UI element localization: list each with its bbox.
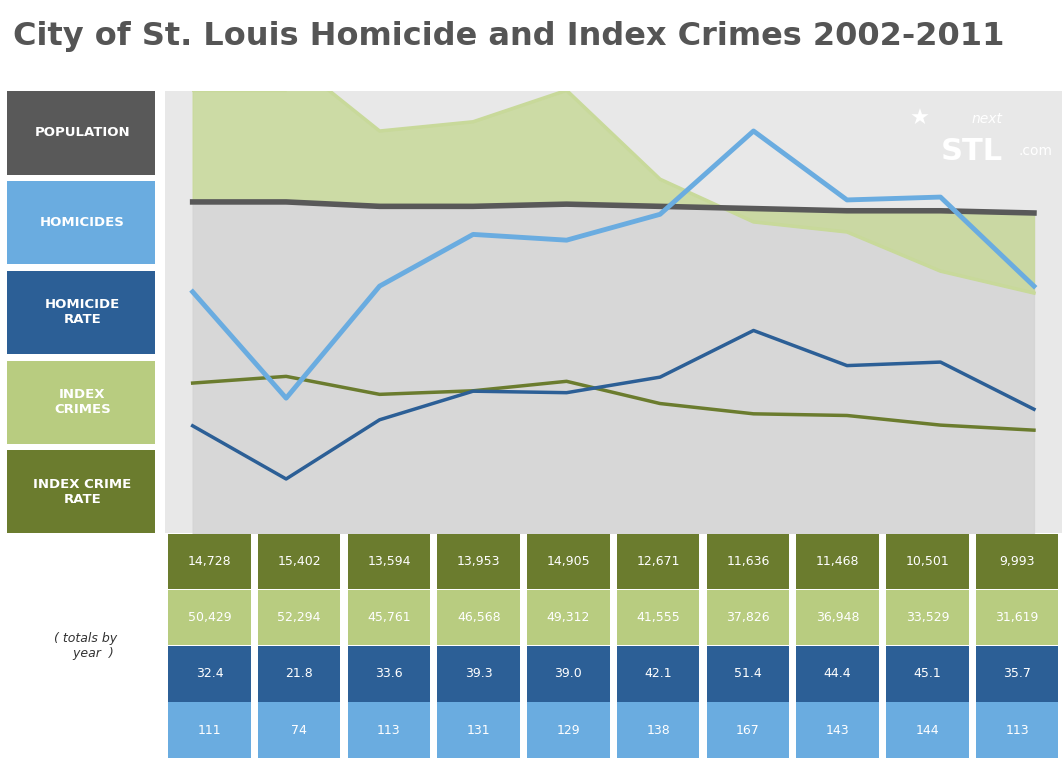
Text: 111: 111 [198, 724, 221, 737]
Text: INDEX
CRIMES: INDEX CRIMES [54, 388, 110, 416]
Bar [706, 646, 789, 702]
Bar [976, 534, 1059, 589]
Text: HOMICIDES: HOMICIDES [40, 216, 124, 229]
Bar [976, 703, 1059, 757]
Bar [6, 271, 155, 354]
Bar [258, 590, 341, 645]
Text: 49,312: 49,312 [547, 611, 590, 624]
Text: next: next [971, 112, 1003, 126]
Text: 46,568: 46,568 [457, 611, 500, 624]
Bar [617, 703, 700, 757]
Bar [617, 534, 700, 589]
Bar [527, 703, 610, 757]
Text: 13,953: 13,953 [457, 555, 500, 568]
Text: 45.1: 45.1 [913, 668, 941, 680]
Text: 129: 129 [556, 724, 580, 737]
Text: 32.4: 32.4 [195, 668, 223, 680]
Bar [796, 703, 879, 757]
Bar [617, 646, 700, 702]
Text: 52,294: 52,294 [277, 611, 321, 624]
Text: 21.8: 21.8 [286, 668, 313, 680]
Text: 144: 144 [915, 724, 939, 737]
Text: 37,826: 37,826 [726, 611, 770, 624]
Text: 44.4: 44.4 [824, 668, 852, 680]
Text: INDEX CRIME
RATE: INDEX CRIME RATE [33, 478, 132, 506]
Bar [796, 590, 879, 645]
Bar [258, 703, 341, 757]
Bar [6, 360, 155, 443]
Text: HOMICIDE
RATE: HOMICIDE RATE [45, 299, 120, 326]
Bar [438, 646, 520, 702]
Text: 138: 138 [647, 724, 670, 737]
Text: 36,948: 36,948 [816, 611, 859, 624]
Text: 13,594: 13,594 [367, 555, 411, 568]
Text: .com: .com [1018, 144, 1052, 158]
Text: 14,905: 14,905 [547, 555, 590, 568]
Text: 31,619: 31,619 [995, 611, 1039, 624]
Text: ( totals by
    year  ): ( totals by year ) [54, 632, 117, 660]
Text: 14,728: 14,728 [188, 555, 232, 568]
Bar [796, 534, 879, 589]
Text: 42.1: 42.1 [645, 668, 672, 680]
Bar [976, 590, 1059, 645]
Bar [258, 534, 341, 589]
Text: 12,671: 12,671 [636, 555, 680, 568]
Bar [617, 590, 700, 645]
Bar [347, 590, 430, 645]
Bar [886, 703, 969, 757]
Text: 33.6: 33.6 [375, 668, 402, 680]
Text: 33,529: 33,529 [906, 611, 949, 624]
Bar [347, 534, 430, 589]
Bar [6, 91, 155, 174]
Bar [6, 181, 155, 264]
Bar [976, 646, 1059, 702]
Bar [886, 534, 969, 589]
Bar [438, 534, 520, 589]
Bar [438, 590, 520, 645]
Bar [706, 703, 789, 757]
Text: 15,402: 15,402 [277, 555, 321, 568]
Text: 50,429: 50,429 [188, 611, 232, 624]
Text: 167: 167 [736, 724, 759, 737]
Text: City of St. Louis Homicide and Index Crimes 2002-2011: City of St. Louis Homicide and Index Cri… [13, 21, 1005, 52]
Bar [168, 703, 251, 757]
Bar [527, 534, 610, 589]
Text: 11,636: 11,636 [726, 555, 770, 568]
Bar [438, 703, 520, 757]
Text: 45,761: 45,761 [367, 611, 411, 624]
Text: 39.3: 39.3 [465, 668, 493, 680]
Bar [706, 534, 789, 589]
Text: 51.4: 51.4 [734, 668, 761, 680]
Bar [168, 646, 251, 702]
Bar [168, 534, 251, 589]
Text: 39.0: 39.0 [554, 668, 582, 680]
Text: 131: 131 [467, 724, 491, 737]
Bar [796, 646, 879, 702]
Bar [886, 646, 969, 702]
Text: 9,993: 9,993 [999, 555, 1034, 568]
Bar [706, 590, 789, 645]
Text: 113: 113 [1006, 724, 1029, 737]
Text: 143: 143 [826, 724, 850, 737]
Text: 35.7: 35.7 [1004, 668, 1031, 680]
Bar [527, 646, 610, 702]
Text: STL: STL [941, 136, 1003, 165]
Text: 41,555: 41,555 [636, 611, 680, 624]
Text: 11,468: 11,468 [816, 555, 859, 568]
Bar [168, 590, 251, 645]
Text: 74: 74 [291, 724, 307, 737]
Text: ★: ★ [910, 109, 929, 130]
Text: POPULATION: POPULATION [34, 126, 131, 139]
Bar [347, 646, 430, 702]
Text: 113: 113 [377, 724, 400, 737]
Text: 10,501: 10,501 [906, 555, 949, 568]
Bar [886, 590, 969, 645]
Bar [527, 590, 610, 645]
Bar [347, 703, 430, 757]
Bar [258, 646, 341, 702]
Bar [6, 450, 155, 533]
